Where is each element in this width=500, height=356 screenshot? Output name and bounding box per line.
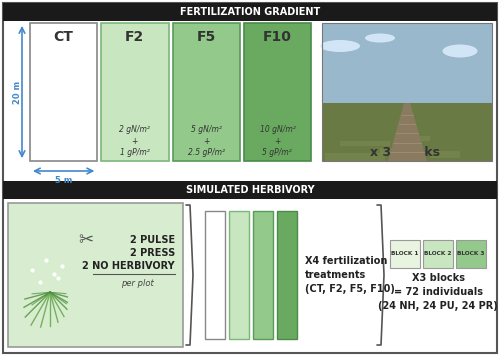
Bar <box>172 23 240 161</box>
Text: x 3 blocks: x 3 blocks <box>370 147 440 159</box>
Bar <box>380 148 420 154</box>
Bar <box>244 23 311 161</box>
Text: ✂: ✂ <box>78 231 94 250</box>
Ellipse shape <box>442 44 478 58</box>
Bar <box>322 23 492 161</box>
Text: 2 NO HERBIVORY: 2 NO HERBIVORY <box>82 261 175 271</box>
Text: per plot: per plot <box>120 279 154 288</box>
Text: BLOCK 3: BLOCK 3 <box>457 251 485 256</box>
Bar <box>3 3 497 21</box>
Text: BLOCK 1: BLOCK 1 <box>391 251 419 256</box>
Text: 2 PRESS: 2 PRESS <box>130 248 175 258</box>
Bar <box>30 23 97 161</box>
Bar <box>395 136 430 141</box>
Bar <box>101 23 168 161</box>
Text: F5: F5 <box>196 30 216 44</box>
Bar <box>322 103 492 161</box>
Text: F2: F2 <box>125 30 144 44</box>
Text: 5 gN/m²
+
2.5 gP/m²: 5 gN/m² + 2.5 gP/m² <box>188 125 224 157</box>
Bar <box>456 240 486 268</box>
Ellipse shape <box>365 33 395 42</box>
Bar <box>322 23 492 103</box>
Text: SIMULATED HERBIVORY: SIMULATED HERBIVORY <box>186 185 314 195</box>
Polygon shape <box>388 103 427 161</box>
Text: 20 m: 20 m <box>14 80 22 104</box>
Bar <box>205 211 225 339</box>
Text: X3 blocks
= 72 individuals
(24 NH, 24 PU, 24 PR): X3 blocks = 72 individuals (24 NH, 24 PU… <box>378 273 498 311</box>
Text: BLOCK 2: BLOCK 2 <box>424 251 452 256</box>
Ellipse shape <box>320 40 360 52</box>
Text: 10 gN/m²
+
5 gP/m²: 10 gN/m² + 5 gP/m² <box>260 125 295 157</box>
Bar <box>8 203 183 347</box>
Bar <box>340 141 390 146</box>
Bar <box>390 240 420 268</box>
Bar <box>430 151 460 158</box>
Text: 2 gN/m²
+
1 gP/m²: 2 gN/m² + 1 gP/m² <box>120 125 150 157</box>
Bar <box>229 211 249 339</box>
Bar <box>3 181 497 199</box>
Text: 5 m: 5 m <box>55 176 72 185</box>
Bar <box>277 211 297 339</box>
Text: CT: CT <box>54 30 74 44</box>
Bar <box>325 153 385 161</box>
Text: F10: F10 <box>263 30 292 44</box>
Bar <box>253 211 273 339</box>
Text: 2 PULSE: 2 PULSE <box>130 235 175 245</box>
Text: X4 fertilization
treatments
(CT, F2, F5, F10): X4 fertilization treatments (CT, F2, F5,… <box>305 256 395 294</box>
Bar <box>423 240 453 268</box>
Text: FERTILIZATION GRADIENT: FERTILIZATION GRADIENT <box>180 7 320 17</box>
